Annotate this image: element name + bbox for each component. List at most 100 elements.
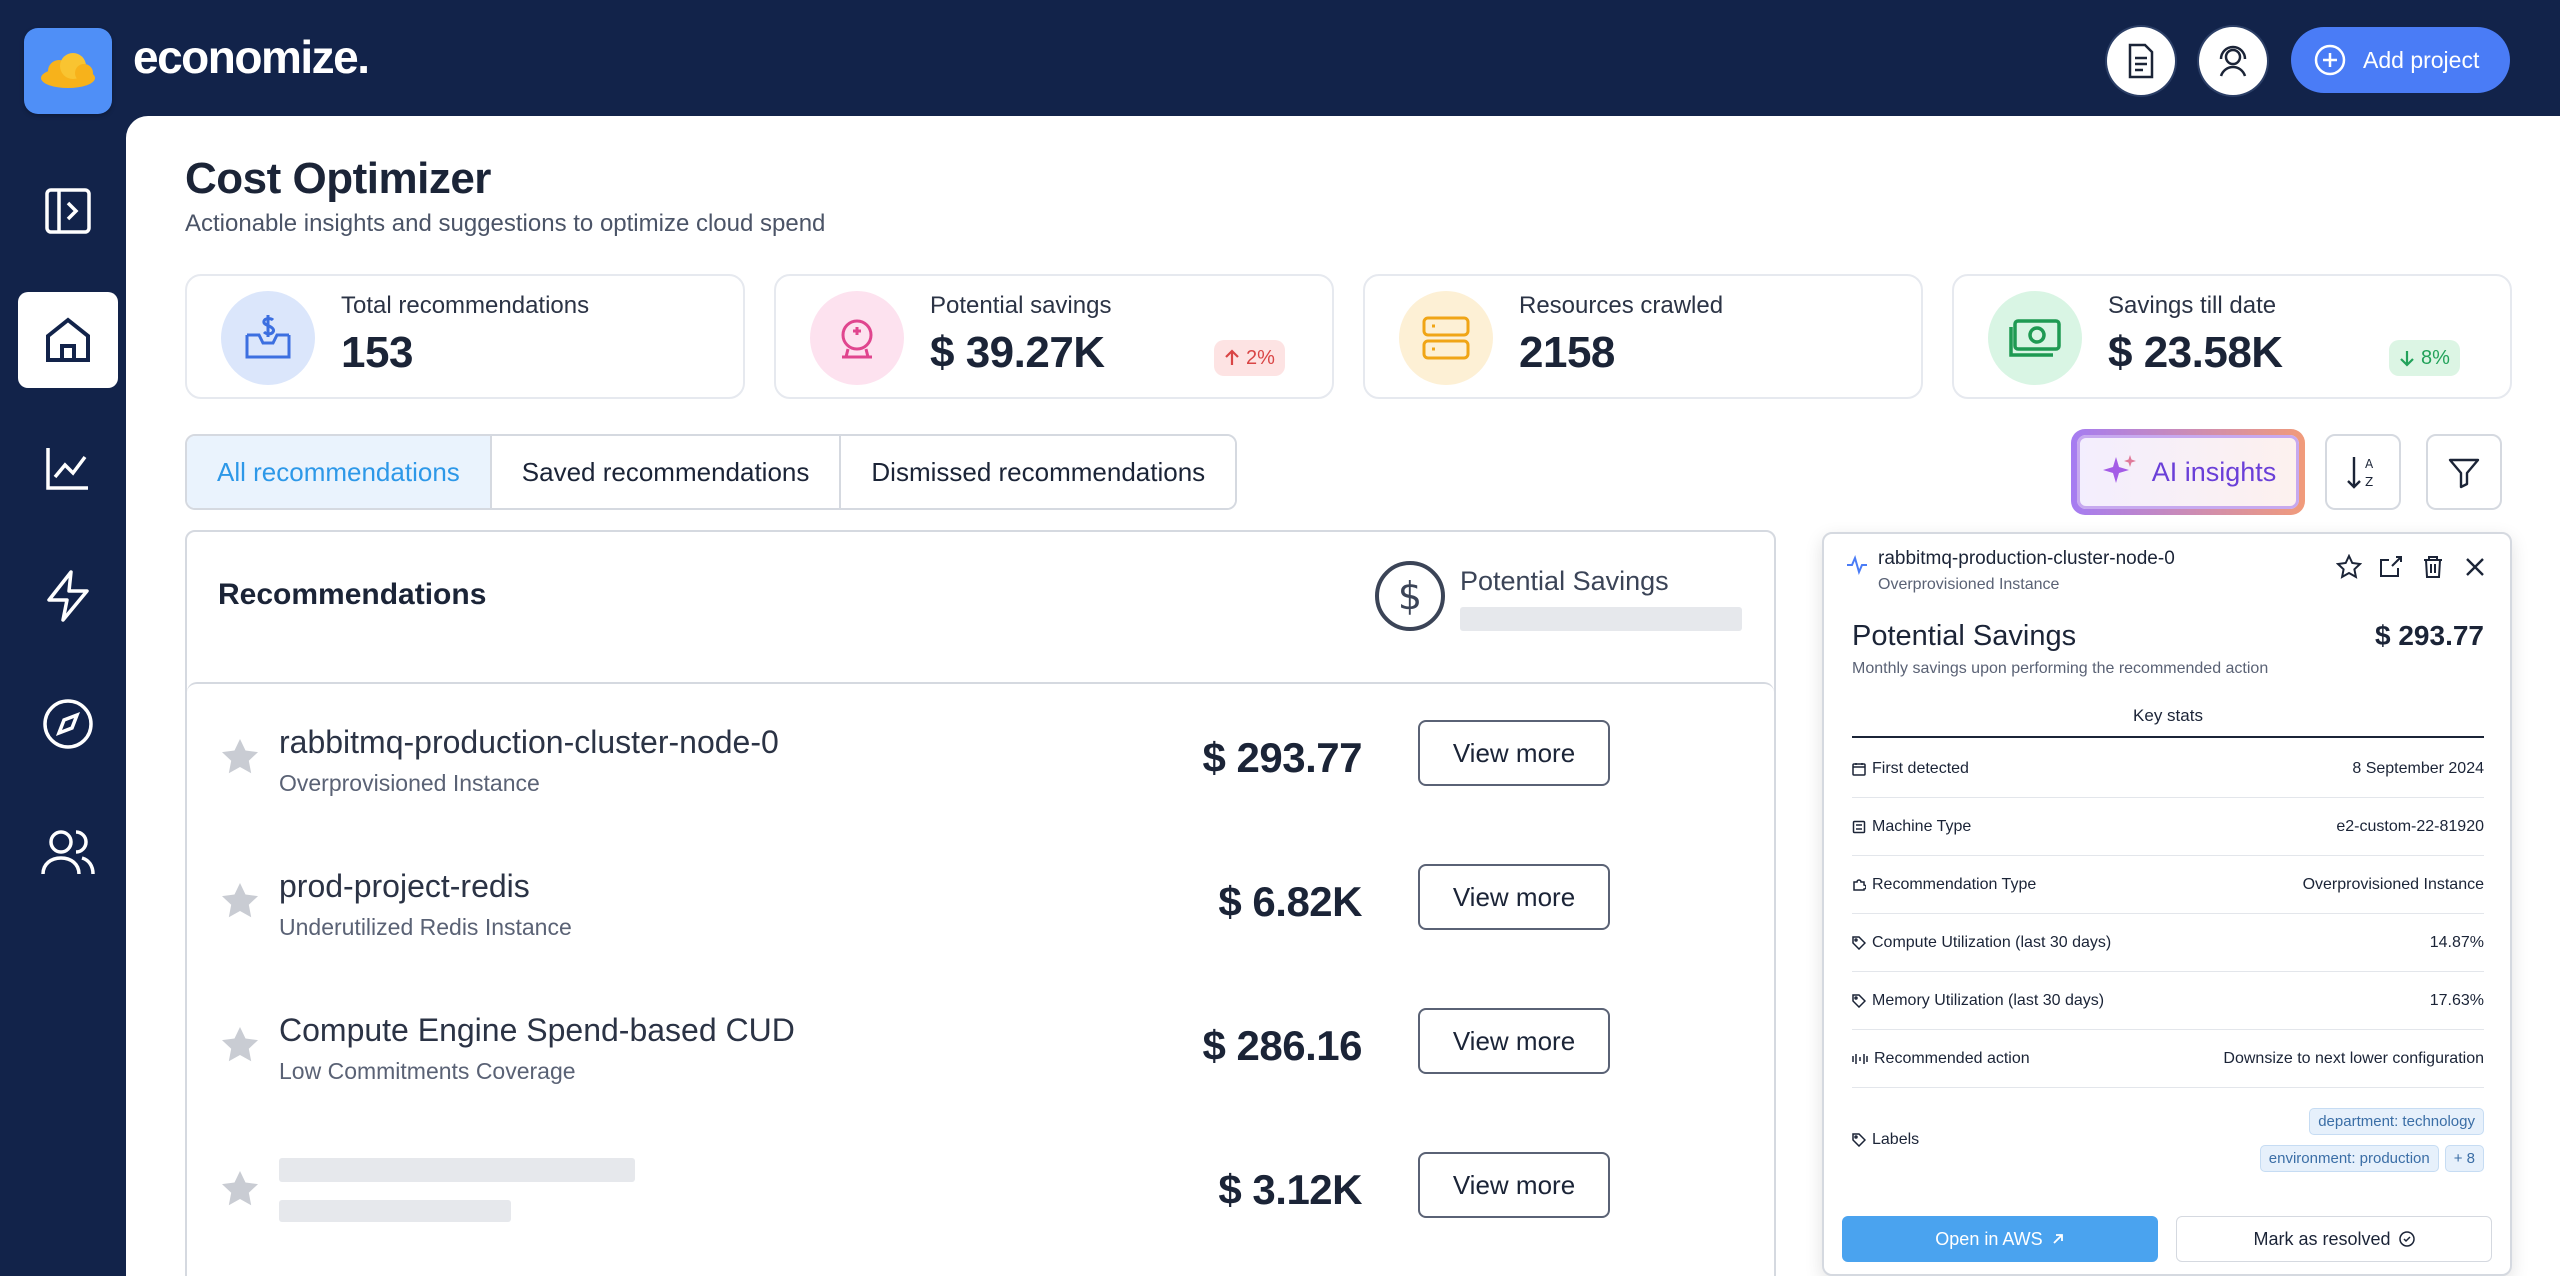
action-icon (1852, 1053, 1868, 1064)
machine-icon (1852, 820, 1866, 833)
detail-row-label: Compute Utilization (last 30 days) (1872, 933, 2112, 951)
mark-as-resolved-button[interactable]: Mark as resolved (2176, 1216, 2492, 1262)
share-icon[interactable] (2378, 554, 2404, 580)
recommendation-amount: $ 3.12K (1218, 1166, 1362, 1213)
tag-icon (1852, 993, 1866, 1008)
stat-label: Resources crawled (1519, 292, 1724, 319)
stat-card-resources-crawled: Resources crawled 2158 (1363, 274, 1923, 399)
piggy-bank-icon (841, 319, 873, 359)
recommendation-amount: $ 293.77 (1202, 734, 1363, 781)
stat-value: $ 23.58K (2108, 328, 2283, 377)
docs-button[interactable] (2107, 27, 2175, 95)
detail-row: Compute Utilization (last 30 days) 14.87… (1852, 914, 2484, 972)
star-icon[interactable] (219, 1024, 261, 1066)
sidebar-item-home[interactable] (18, 292, 118, 388)
stat-card-total-recommendations: Total recommendations 153 (185, 274, 745, 399)
detail-row: Memory Utilization (last 30 days) 17.63% (1852, 972, 2484, 1030)
stat-icon-circle (1399, 291, 1493, 385)
detail-resource-name: rabbitmq-production-cluster-node-0 (1878, 548, 2175, 569)
stat-card-potential-savings: Potential savings $ 39.27K 2% (774, 274, 1334, 399)
loading-placeholder (1460, 607, 1742, 631)
home-icon (46, 317, 90, 362)
stat-label: Total recommendations (341, 292, 590, 319)
recommendations-panel: Recommendations $ Potential Savings rabb… (185, 530, 1776, 1276)
recommendation-name: rabbitmq-production-cluster-node-0 (279, 724, 779, 760)
list-item[interactable]: prod-project-redis Underutilized Redis I… (187, 828, 1774, 972)
trend-value: 2% (1246, 346, 1275, 369)
arrow-up-icon (1225, 349, 1239, 365)
sidebar-item-analytics[interactable] (18, 420, 118, 516)
calendar-icon (1852, 762, 1866, 776)
view-more-button[interactable]: View more (1418, 720, 1610, 786)
star-icon[interactable] (219, 880, 261, 922)
stat-icon-circle (810, 291, 904, 385)
sort-az-icon: AZ (2347, 457, 2374, 489)
logo[interactable] (24, 28, 112, 114)
sidebar-item-explore[interactable] (18, 676, 118, 772)
loading-placeholder-type (279, 1200, 511, 1222)
labels-title: Labels (1872, 1131, 1920, 1148)
detail-row-label: Recommended action (1874, 1049, 2030, 1067)
trend-value: 8% (2421, 346, 2450, 369)
server-icon (1422, 316, 1470, 360)
add-project-button[interactable]: Add project (2291, 27, 2510, 93)
users-icon (41, 830, 95, 875)
view-more-button[interactable]: View more (1418, 1008, 1610, 1074)
sidebar-item-team[interactable] (18, 804, 118, 900)
star-outline-icon[interactable] (2336, 554, 2362, 580)
collapse-sidebar-icon (45, 188, 91, 234)
external-link-icon (2053, 1234, 2063, 1244)
recommendation-detail-drawer: rabbitmq-production-cluster-node-0 Overp… (1822, 532, 2512, 1276)
tag-icon (1852, 935, 1866, 950)
detail-savings-value: $ 293.77 (2375, 620, 2484, 651)
support-button[interactable] (2199, 27, 2267, 95)
compass-icon (43, 699, 93, 749)
loading-placeholder-name (279, 1158, 635, 1182)
stat-card-savings-till-date: Savings till date $ 23.58K 8% (1952, 274, 2512, 399)
sidebar-item-automation[interactable] (18, 548, 118, 644)
tab-dismissed-recommendations[interactable]: Dismissed recommendations (841, 436, 1236, 508)
ai-insights-label: AI insights (2151, 456, 2277, 487)
tag-icon (1852, 1133, 1866, 1147)
list-item[interactable]: $ 3.12K View more (187, 1116, 1774, 1260)
detail-savings-title: Potential Savings (1852, 620, 2077, 652)
trash-icon[interactable] (2420, 554, 2446, 580)
trend-badge-down: 8% (2389, 340, 2460, 376)
sidebar-item-collapse[interactable] (18, 163, 118, 259)
detail-actions (2336, 554, 2488, 580)
list-item[interactable]: rabbitmq-production-cluster-node-0 Overp… (187, 684, 1774, 828)
star-icon[interactable] (219, 736, 261, 778)
list-item[interactable]: Compute Engine Spend-based CUD Low Commi… (187, 972, 1774, 1116)
sparkles-icon (2102, 455, 2136, 483)
stat-value: $ 39.27K (930, 328, 1105, 377)
detail-row-label: Machine Type (1872, 817, 1972, 835)
view-more-button[interactable]: View more (1418, 864, 1610, 930)
potential-savings-label: Potential Savings (1460, 566, 1669, 596)
detail-savings-subtitle: Monthly savings upon performing the reco… (1852, 660, 2269, 677)
filter-icon (2448, 458, 2480, 489)
filter-button[interactable] (2426, 434, 2502, 510)
label-tag-more[interactable]: + 8 (2444, 1145, 2484, 1172)
document-icon (2128, 43, 2154, 79)
star-icon[interactable] (219, 1168, 261, 1210)
stat-value: 153 (341, 328, 413, 377)
stat-icon-circle (221, 291, 315, 385)
tab-saved-recommendations[interactable]: Saved recommendations (491, 436, 842, 508)
detail-row-label: First detected (1872, 759, 1969, 777)
plus-circle-icon (2314, 44, 2346, 76)
detail-row-value: 17.63% (2429, 991, 2484, 1009)
ai-insights-button[interactable]: AI insights (2074, 432, 2302, 512)
stat-label: Savings till date (2108, 292, 2277, 319)
support-headset-icon (2219, 45, 2247, 77)
key-stats-tab[interactable]: Key stats (1852, 706, 2484, 738)
cloud-logo-icon (41, 53, 95, 88)
open-in-aws-button[interactable]: Open in AWS (1842, 1216, 2158, 1262)
tab-all-recommendations[interactable]: All recommendations (187, 436, 492, 508)
view-more-button[interactable]: View more (1418, 1152, 1610, 1218)
stat-value: 2158 (1519, 328, 1615, 377)
close-icon[interactable] (2462, 554, 2488, 580)
detail-row: Machine Type e2-custom-22-81920 (1852, 798, 2484, 856)
sidebar (0, 116, 126, 1276)
brand-name: economize. (133, 31, 370, 83)
